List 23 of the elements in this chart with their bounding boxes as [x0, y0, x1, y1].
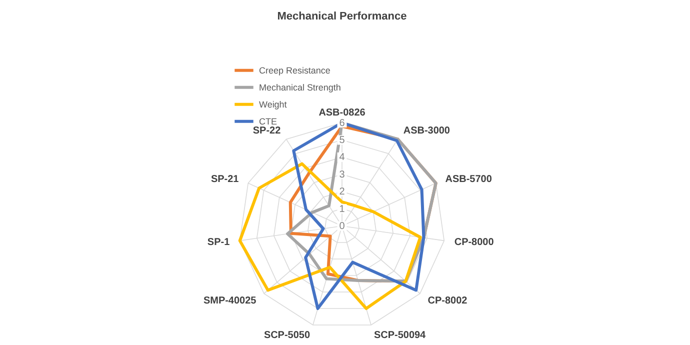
spoke-label: CP-8000: [454, 237, 494, 248]
spoke-label: ASB-0826: [318, 107, 366, 118]
legend-label: Creep Resistance: [259, 65, 330, 76]
chart-title: Mechanical Performance: [277, 10, 407, 22]
y-tick-label: 0: [339, 220, 346, 232]
legend-label: Mechanical Strength: [259, 82, 341, 92]
y-tick-label: 4: [339, 152, 346, 164]
spoke-label: ASB-5700: [445, 174, 492, 185]
y-tick-label: 5: [339, 134, 346, 146]
y-tick-label: 2: [339, 186, 346, 198]
spoke-label: CP-8002: [428, 295, 468, 306]
y-tick-label: 1: [339, 204, 346, 215]
spoke-label: SP-21: [210, 174, 240, 185]
spoke-label: SP-22: [252, 126, 282, 136]
spoke-label: SCP-50094: [374, 330, 426, 341]
spoke-label: SP-1: [207, 237, 230, 248]
legend-label: Weight: [259, 99, 288, 110]
legend-label: CTE: [259, 116, 277, 126]
y-tick-label: 6: [339, 118, 346, 129]
y-tick-label: 3: [339, 169, 346, 180]
spoke-label: SMP-40025: [203, 295, 257, 306]
spoke-label: ASB-3000: [403, 126, 450, 136]
spoke-label: SCP-5050: [264, 330, 310, 341]
